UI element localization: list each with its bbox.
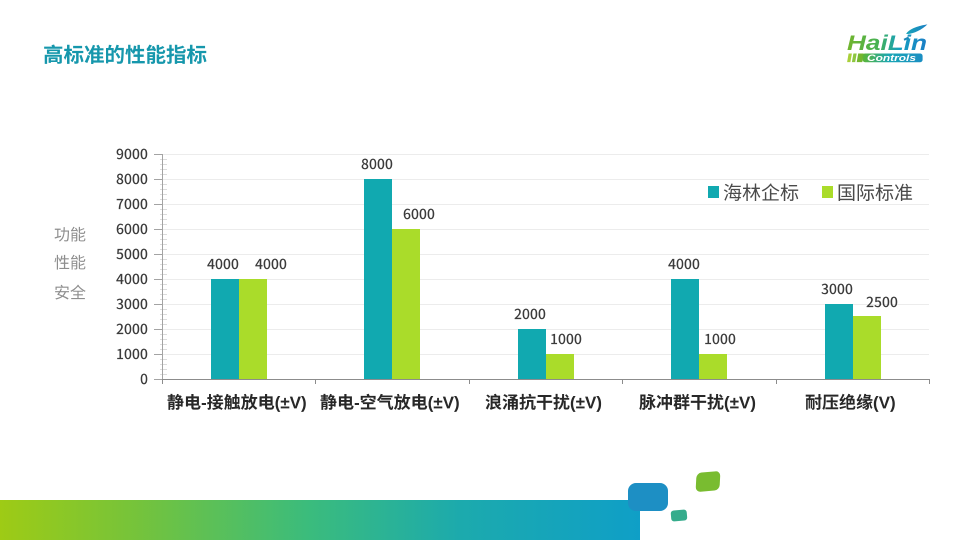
svg-text:HaiLin: HaiLin (847, 31, 927, 55)
svg-text:Controls: Controls (867, 53, 916, 63)
